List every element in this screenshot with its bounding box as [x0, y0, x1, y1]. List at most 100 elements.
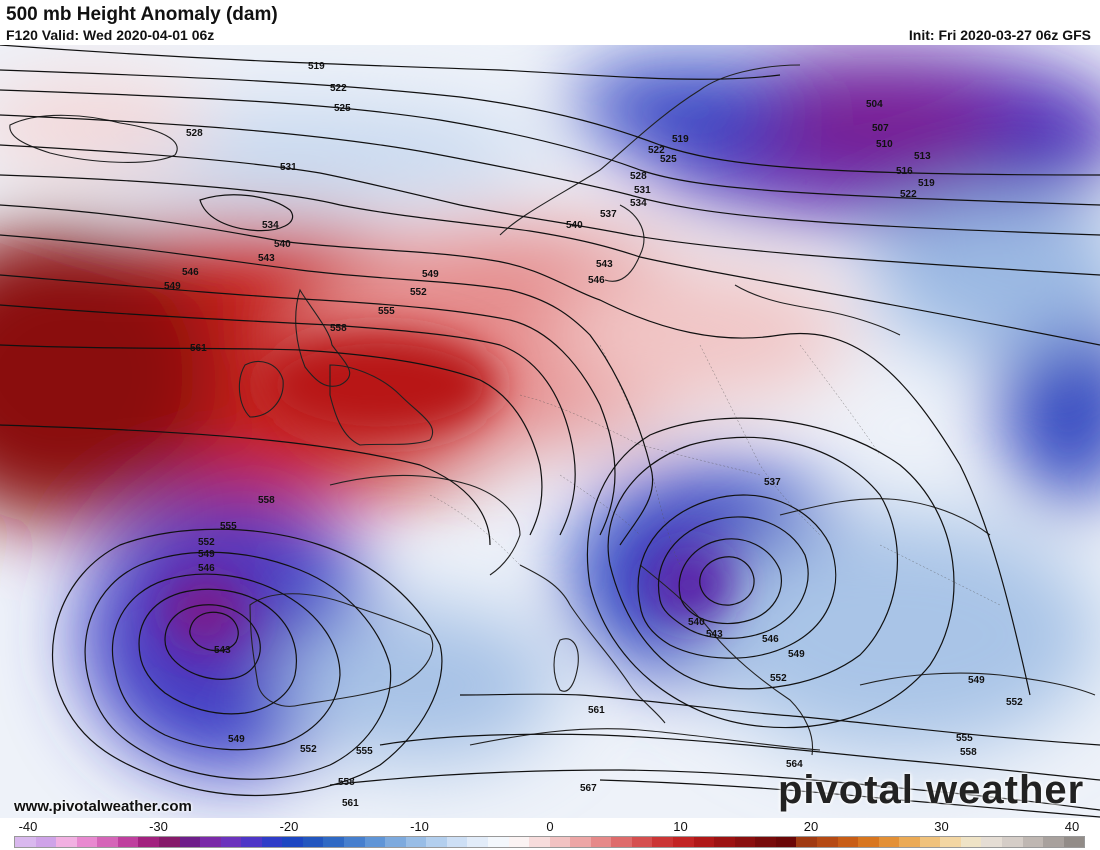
legend-swatch — [426, 837, 447, 847]
contour-label: 534 — [630, 198, 647, 209]
legend-swatch — [693, 837, 715, 847]
contour-label: 555 — [956, 733, 973, 744]
legend-swatch — [76, 837, 98, 847]
contour-label: 552 — [1006, 697, 1023, 708]
legend-swatch — [858, 837, 879, 847]
contour-label: 558 — [960, 747, 977, 758]
map-title: 500 mb Height Anomaly (dam) — [6, 4, 278, 25]
contour-label: 552 — [770, 673, 787, 684]
legend-swatch — [56, 837, 77, 847]
legend-swatch — [487, 837, 509, 847]
contour-label: 546 — [762, 634, 779, 645]
legend-swatch — [385, 837, 406, 847]
legend-tick-label: 10 — [673, 819, 688, 834]
contour-label: 534 — [262, 220, 279, 231]
contour-label: 552 — [410, 287, 427, 298]
legend-tick-label: -10 — [410, 819, 429, 834]
legend-swatch — [570, 837, 591, 847]
contour-label: 558 — [258, 495, 275, 506]
contour-label: 555 — [220, 521, 237, 532]
legend-swatch — [919, 837, 941, 847]
legend-swatch — [1002, 837, 1023, 847]
brand-text: pivotal weather — [778, 768, 1085, 812]
contour-label: 549 — [422, 269, 439, 280]
legend-swatch — [714, 837, 735, 847]
contour-label: 552 — [300, 744, 317, 755]
weather-map[interactable]: 519 522 525 528 531 534 540 543 546 549 … — [0, 45, 1100, 820]
contour-label: 546 — [588, 275, 605, 286]
contour-label: 522 — [648, 145, 665, 156]
contour-label: 561 — [342, 798, 359, 809]
legend-swatch — [590, 837, 612, 847]
legend-swatch — [241, 837, 262, 847]
contour-label: 525 — [660, 154, 677, 165]
contour-label: 549 — [164, 281, 181, 292]
contour-label: 549 — [228, 734, 245, 745]
contour-label: 519 — [672, 134, 689, 145]
legend-swatch — [158, 837, 180, 847]
legend-tick-label: -40 — [18, 819, 38, 834]
legend-swatch — [282, 837, 303, 847]
legend-swatch — [1063, 837, 1085, 847]
legend-swatch — [899, 837, 920, 847]
contour-label: 519 — [918, 178, 935, 189]
legend-swatch — [734, 837, 756, 847]
legend-swatch — [179, 837, 201, 847]
contour-label: 531 — [280, 162, 297, 173]
contour-label: 543 — [214, 645, 231, 656]
contour-label: 543 — [596, 259, 613, 270]
legend-swatch — [446, 837, 468, 847]
legend-tick-label: -20 — [279, 819, 299, 834]
legend-swatch — [529, 837, 550, 847]
color-legend: -40 -30 -20 -10 0 10 20 30 40 — [0, 818, 1100, 850]
contour-label: 522 — [900, 189, 917, 200]
legend-swatch — [261, 837, 283, 847]
political-borders — [429, 344, 1001, 606]
legend-swatch — [323, 837, 344, 847]
contour-label: 543 — [706, 629, 723, 640]
coastlines — [9, 64, 1096, 756]
contour-label: 564 — [786, 759, 803, 770]
init-time: Init: Fri 2020-03-27 06z GFS — [908, 27, 1091, 43]
contour-label: 549 — [788, 649, 805, 660]
legend-swatch — [673, 837, 694, 847]
contour-label: 519 — [308, 61, 325, 72]
map-header: 500 mb Height Anomaly (dam) F120 Valid: … — [0, 0, 1100, 45]
contour-label: 546 — [182, 267, 199, 278]
legend-swatch — [549, 837, 571, 847]
contour-label: 561 — [588, 705, 605, 716]
legend-swatch — [755, 837, 776, 847]
contour-label: 507 — [872, 123, 889, 134]
contour-label: 567 — [580, 783, 597, 794]
legend-swatch — [940, 837, 961, 847]
legend-tick-label: -30 — [149, 819, 168, 834]
legend-swatch — [138, 837, 159, 847]
contour-label: 504 — [866, 99, 883, 110]
legend-swatch — [302, 837, 324, 847]
contour-label: 549 — [968, 675, 985, 686]
website-url: www.pivotalweather.com — [14, 798, 192, 815]
contour-label: 552 — [198, 537, 215, 548]
legend-swatch — [960, 837, 982, 847]
legend-swatch — [837, 837, 859, 847]
legend-swatch — [775, 837, 797, 847]
legend-swatch — [816, 837, 838, 847]
legend-swatch — [97, 837, 118, 847]
contour-label: 522 — [330, 83, 347, 94]
contour-label: 540 — [566, 220, 583, 231]
contour-label: 561 — [190, 343, 207, 354]
contour-label: 543 — [258, 253, 275, 264]
contour-label: 558 — [338, 777, 355, 788]
legend-swatch — [1022, 837, 1044, 847]
contour-label: 531 — [634, 185, 651, 196]
legend-swatch — [1043, 837, 1064, 847]
contour-label: 546 — [198, 563, 215, 574]
anomaly-map-canvas: 519 522 525 528 531 534 540 543 546 549 … — [0, 45, 1100, 820]
legend-swatch — [611, 837, 632, 847]
legend-swatch — [652, 837, 673, 847]
contour-label: 516 — [896, 166, 913, 177]
legend-swatch — [796, 837, 817, 847]
contour-label: 540 — [688, 617, 705, 628]
contour-label: 555 — [356, 746, 373, 757]
legend-tick-label: 30 — [934, 819, 949, 834]
